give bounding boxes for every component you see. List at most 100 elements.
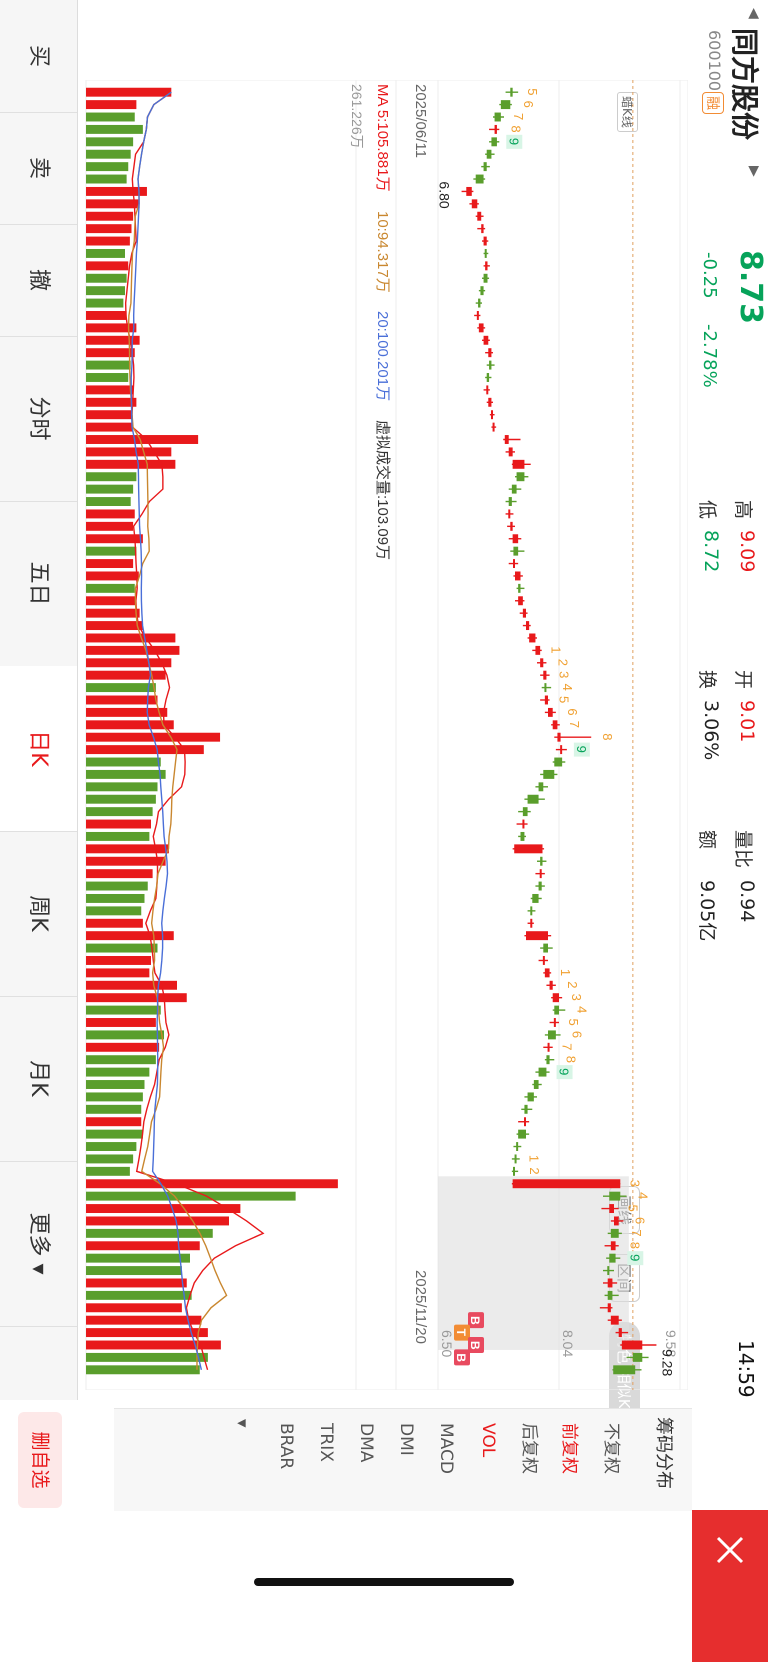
stat-value-low: 8.72	[700, 530, 722, 573]
candle-body	[522, 807, 528, 817]
seq-marker: 4	[636, 1192, 651, 1199]
trade-badge: B	[468, 1341, 482, 1350]
stat-label-open: 开	[732, 670, 754, 690]
volume-bar	[86, 1166, 130, 1176]
tab-8[interactable]: 更多 ▾	[0, 1161, 77, 1327]
candle-body	[512, 534, 519, 544]
current-price: 8.73	[733, 250, 768, 325]
indicator-macd[interactable]: MACD	[436, 1423, 456, 1474]
tab-5[interactable]: 日K	[0, 666, 77, 832]
candle-body	[515, 571, 521, 581]
indicator-vol[interactable]: VOL	[478, 1423, 498, 1458]
indicator-trix[interactable]: TRIX	[316, 1423, 336, 1462]
candle-body	[538, 1067, 547, 1077]
volume-bar	[86, 831, 150, 841]
volume-bar	[86, 633, 176, 643]
volume-bar	[86, 162, 129, 172]
prev-stock-icon[interactable]: ◀	[746, 8, 762, 19]
tab-3[interactable]: 分时	[0, 336, 77, 502]
volume-bar	[86, 1216, 229, 1226]
volume-bar	[86, 1278, 187, 1288]
candle-body	[489, 360, 492, 370]
volume-bar	[86, 87, 172, 97]
seq-marker: 2	[565, 981, 580, 988]
chip-distribution-button[interactable]: 筹码分布	[653, 1417, 674, 1489]
seq-marker: 9	[506, 138, 521, 145]
indicator-前复权[interactable]: 前复权	[559, 1423, 579, 1474]
min-price-label: 6.80	[437, 181, 453, 208]
y-tick-label: 9.58	[663, 1330, 679, 1357]
volume-bar	[86, 881, 148, 891]
margin-badge: 融	[702, 92, 724, 114]
volume-bar	[86, 1055, 156, 1065]
tab-6[interactable]: 周K	[0, 831, 77, 997]
volume-bar	[86, 1154, 134, 1164]
volume-bar	[86, 1340, 221, 1350]
delete-watchlist-button[interactable]: 删自选	[18, 1412, 62, 1508]
seq-marker: 7	[567, 721, 582, 728]
volume-bar	[86, 968, 150, 978]
y-tick-label: 6.50	[439, 1330, 455, 1357]
candle-body	[546, 1055, 550, 1065]
volume-bar	[86, 695, 158, 705]
next-stock-icon[interactable]: ▶	[746, 166, 762, 177]
volume-bar	[86, 571, 139, 581]
tab-2[interactable]: 撤	[0, 224, 77, 337]
candle-body	[609, 1191, 621, 1201]
volume-bar	[86, 1104, 142, 1114]
volume-bar	[86, 397, 137, 407]
candle-body	[504, 435, 509, 444]
volume-bar	[86, 1030, 164, 1040]
volume-bar	[86, 621, 143, 631]
indicator-不复权[interactable]: 不复权	[601, 1423, 621, 1474]
indicator-dma[interactable]: DMA	[356, 1423, 376, 1463]
seq-marker: 1	[549, 646, 564, 653]
ma-label-ma10: 10:94.317万	[374, 211, 391, 293]
candle-body	[613, 1365, 636, 1375]
volume-bar	[86, 1253, 190, 1263]
tab-1[interactable]: 卖	[0, 112, 77, 225]
stat-label-high: 高	[732, 500, 754, 520]
more-indicators-caret-icon[interactable]: ▾	[232, 1419, 252, 1428]
candle-body	[508, 497, 512, 506]
seq-marker: 4	[560, 684, 575, 691]
candle-body	[540, 658, 544, 668]
volume-bar	[86, 819, 151, 829]
tab-7[interactable]: 月K	[0, 996, 77, 1162]
seq-marker: 8	[600, 733, 615, 740]
indicator-dmi[interactable]: DMI	[396, 1423, 416, 1456]
indicator-后复权[interactable]: 后复权	[519, 1423, 539, 1474]
seq-marker: 8	[563, 1056, 578, 1063]
candle-body	[481, 224, 484, 234]
indicator-brar[interactable]: BRAR	[276, 1423, 296, 1470]
kline-chart[interactable]: 9.58 8.04 6.50 9.28 6.80 5 6 7 8 9 1 2 3 4 5 6 7 8 9 1 2 3 4 5 6…	[78, 80, 688, 1390]
stat-label-turnover: 换	[696, 670, 718, 690]
candle-body	[610, 1228, 619, 1238]
volume-bar	[86, 856, 166, 866]
candle-body	[516, 1142, 519, 1151]
seq-marker: 9	[574, 746, 589, 753]
tab-4[interactable]: 五日	[0, 501, 77, 667]
volume-bar	[86, 670, 166, 680]
candle-body	[524, 1104, 528, 1114]
candle-body	[477, 211, 482, 221]
candle-body	[535, 645, 541, 655]
candle-body	[557, 732, 561, 742]
volume-bar	[86, 1179, 338, 1189]
candle-body	[543, 943, 548, 953]
volume-bar	[86, 1204, 241, 1214]
volume-bar	[86, 100, 137, 110]
candle-body	[607, 1278, 613, 1288]
tab-0[interactable]: 买	[0, 0, 77, 113]
close-icon[interactable]	[692, 1510, 768, 1590]
candle-body	[508, 447, 513, 457]
candle-body	[548, 1030, 556, 1040]
volume-bar	[86, 112, 135, 122]
candle-body	[491, 137, 497, 147]
candle-body	[540, 856, 543, 866]
candle-body	[524, 1117, 526, 1127]
price-change: -0.25	[699, 252, 720, 299]
candle-body	[554, 757, 563, 767]
volume-bar	[86, 1067, 150, 1077]
